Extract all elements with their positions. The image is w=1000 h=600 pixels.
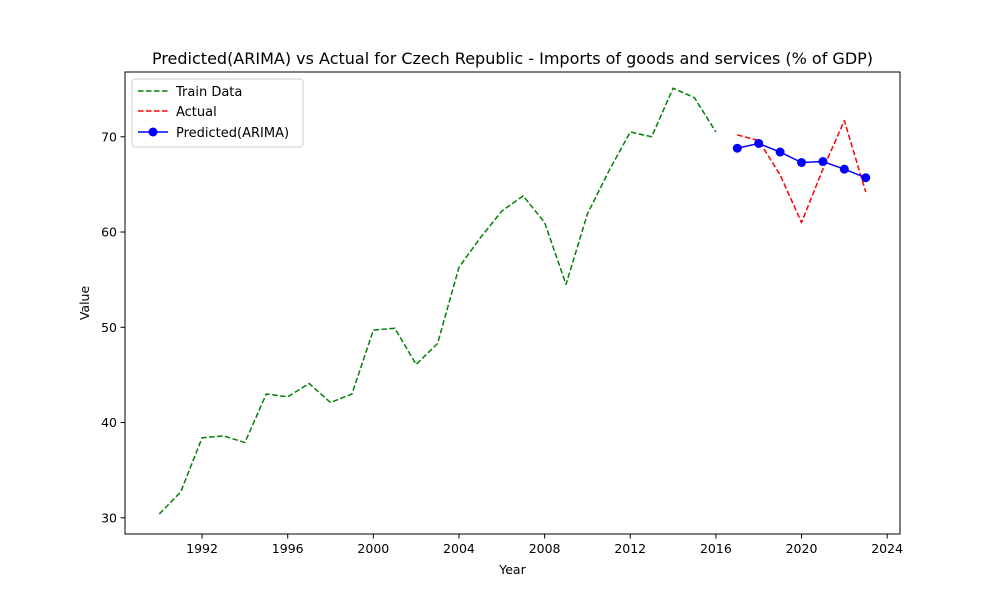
y-tick-label: 50 bbox=[101, 320, 117, 335]
series-layer bbox=[158, 87, 871, 515]
y-tick-label: 70 bbox=[101, 129, 117, 144]
x-axis-ticks: 1992 1996 2000 2004 2008 2012 2016 2020 2024 bbox=[186, 534, 903, 556]
legend-label-train-data: Train Data bbox=[175, 85, 242, 100]
x-tick-label: 2004 bbox=[443, 541, 475, 556]
y-axis-label: Value bbox=[77, 286, 92, 321]
data-point-predicted-arima bbox=[797, 157, 807, 167]
data-point-predicted-arima bbox=[818, 157, 828, 167]
legend-label-actual: Actual bbox=[176, 105, 217, 120]
legend-box bbox=[131, 78, 304, 148]
data-point-predicted-arima bbox=[839, 164, 849, 174]
plot-frame bbox=[124, 71, 901, 535]
x-axis-label: Year bbox=[498, 562, 526, 577]
x-tick-label: 2020 bbox=[786, 541, 818, 556]
x-tick-label: 1992 bbox=[186, 541, 218, 556]
y-tick-label: 60 bbox=[101, 225, 117, 240]
x-tick-label: 2012 bbox=[614, 541, 646, 556]
x-tick-label: 2000 bbox=[357, 541, 389, 556]
data-point-predicted-arima bbox=[754, 138, 764, 148]
y-tick-label: 30 bbox=[101, 510, 117, 525]
x-tick-label: 1996 bbox=[272, 541, 304, 556]
legend: Train Data Actual Predicted(ARIMA) bbox=[131, 78, 304, 148]
y-tick-label: 40 bbox=[101, 415, 117, 430]
series-line-train-data bbox=[158, 87, 717, 515]
x-tick-label: 2008 bbox=[529, 541, 561, 556]
data-point-predicted-arima bbox=[775, 147, 785, 157]
chart-title: Predicted(ARIMA) vs Actual for Czech Rep… bbox=[152, 49, 873, 68]
x-tick-label: 2024 bbox=[871, 541, 903, 556]
y-axis-ticks: 30 40 50 60 70 bbox=[101, 129, 125, 525]
data-point-predicted-arima bbox=[732, 143, 742, 153]
legend-marker-predicted-arima bbox=[148, 127, 158, 137]
data-point-predicted-arima bbox=[861, 173, 871, 183]
series-line-actual bbox=[737, 119, 867, 224]
x-tick-label: 2016 bbox=[700, 541, 732, 556]
legend-label-predicted-arima: Predicted(ARIMA) bbox=[176, 126, 289, 141]
